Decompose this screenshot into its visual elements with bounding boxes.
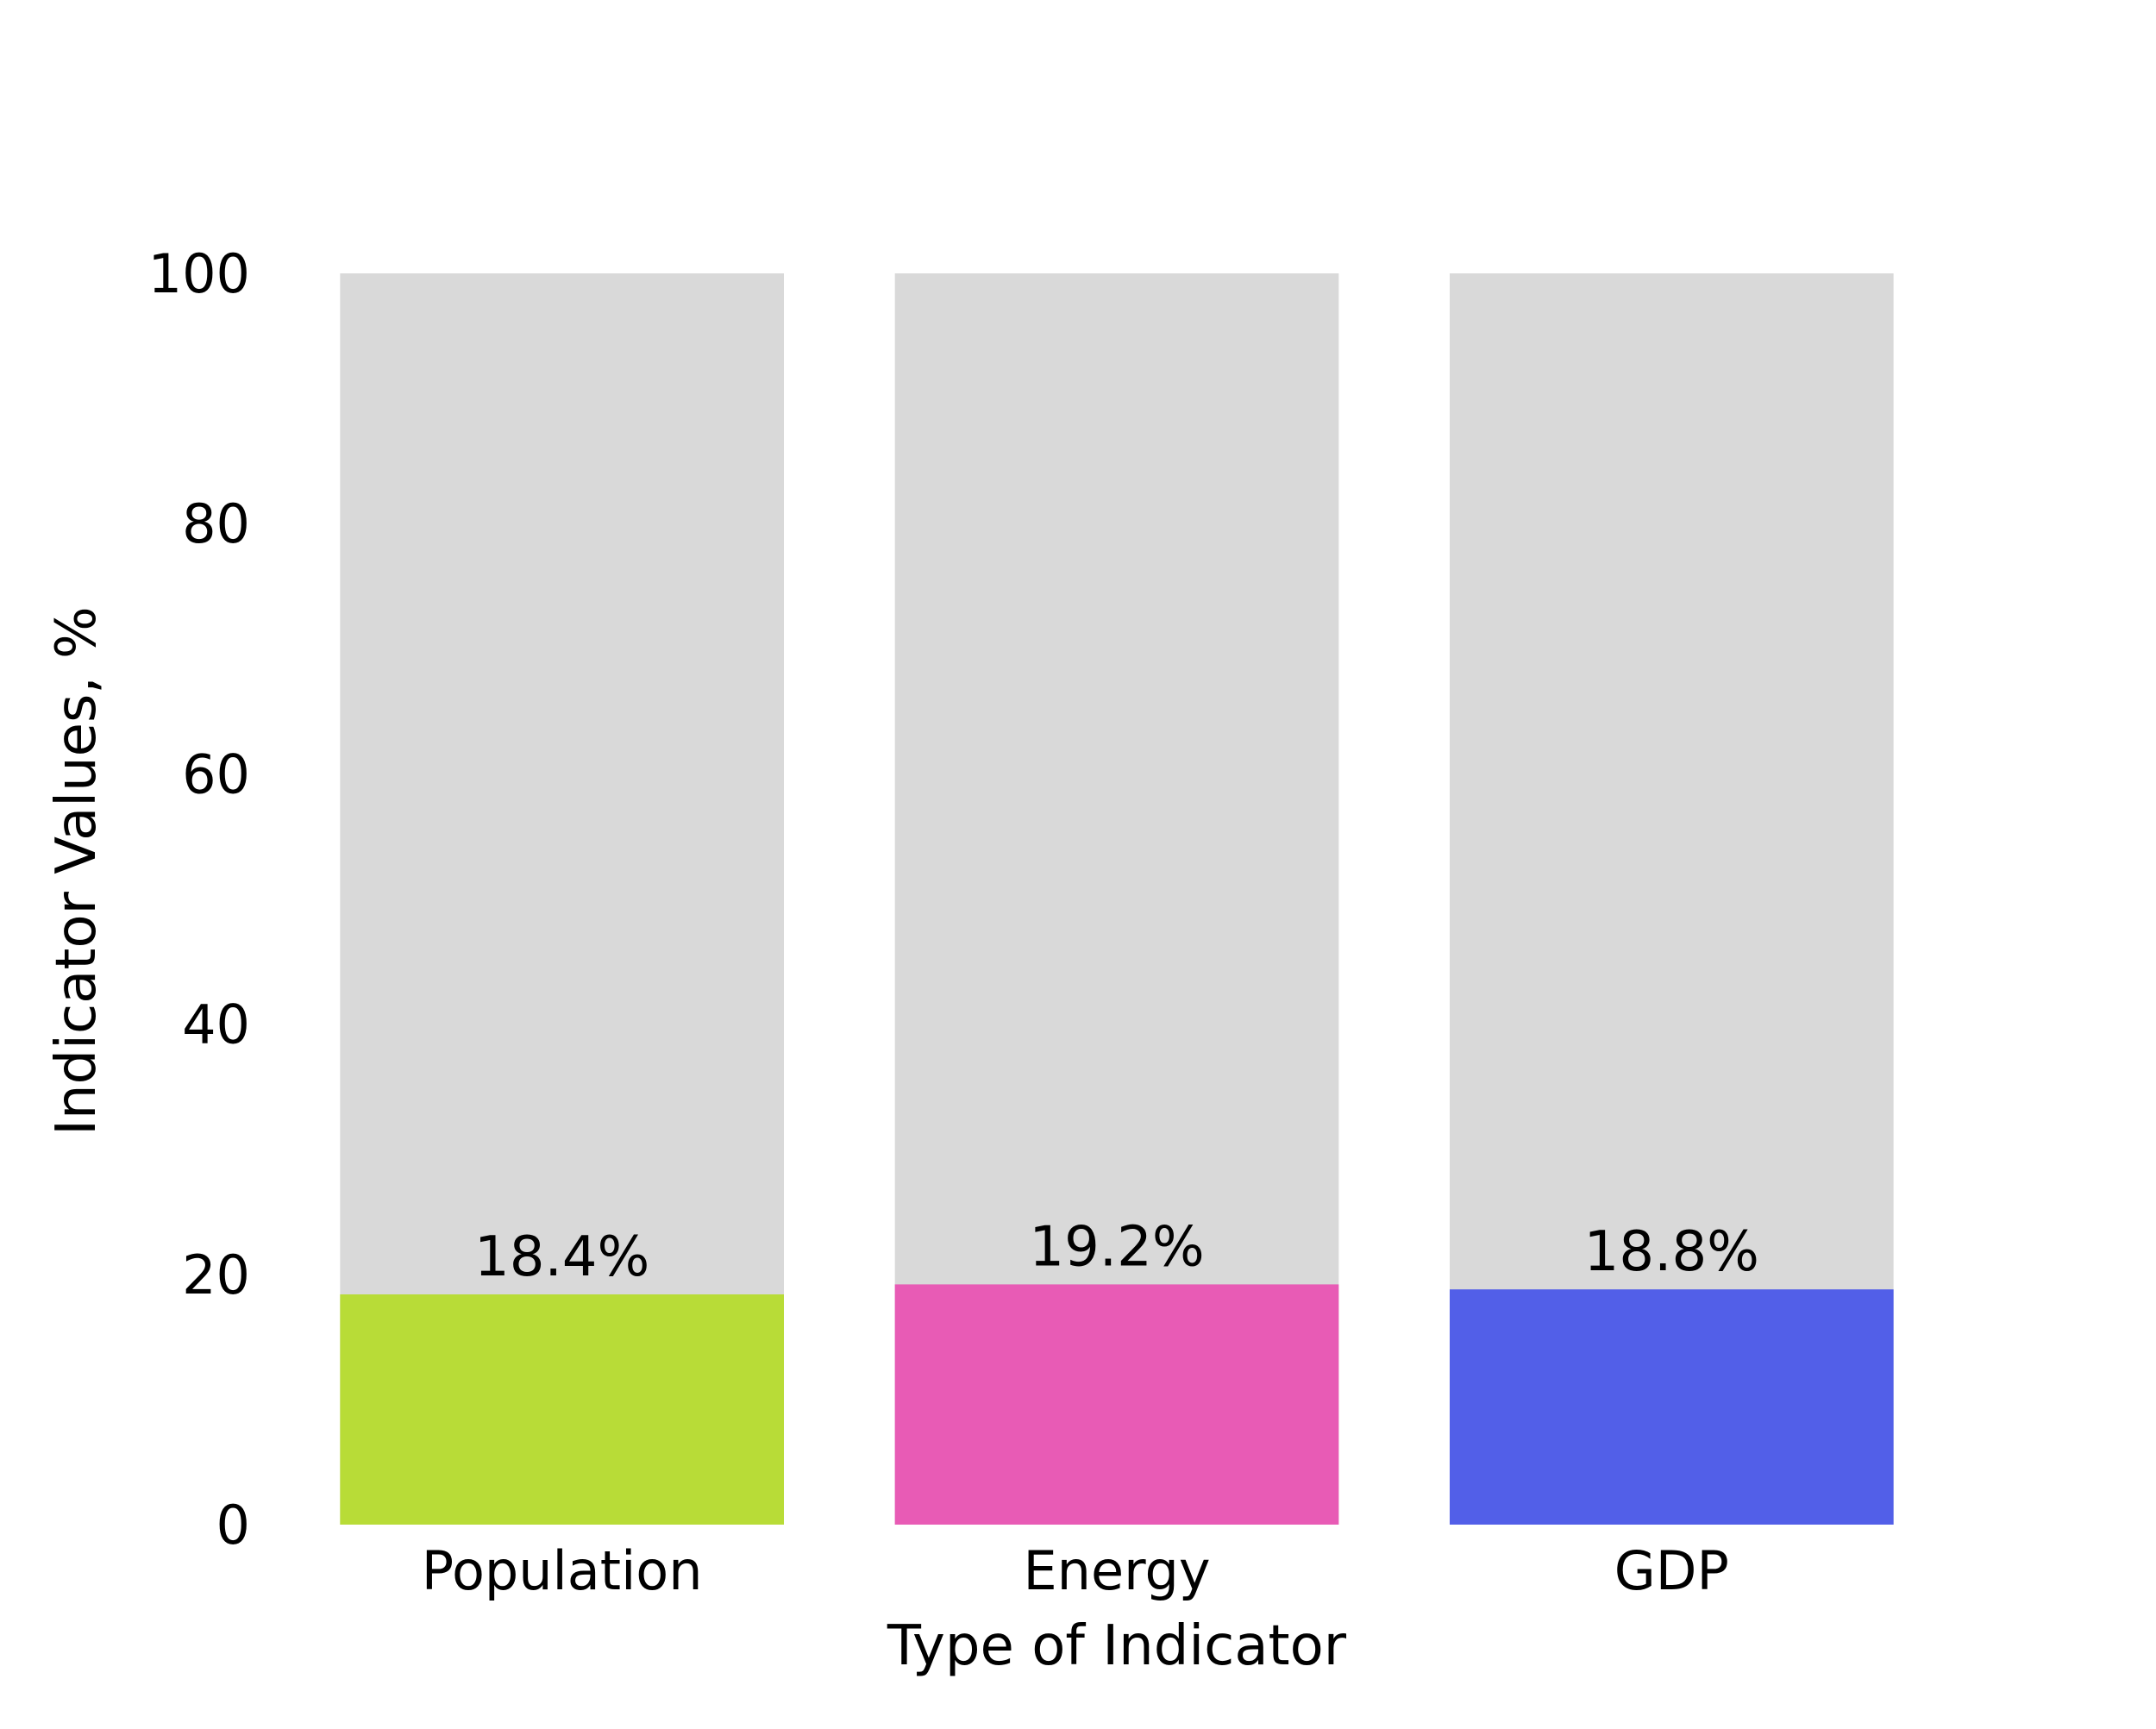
y-tick-label-40: 40 [182,993,250,1056]
data-label-gdp: 18.8% [1584,1220,1759,1284]
y-tick-label-20: 20 [182,1244,250,1306]
y-axis-ticks: 0 20 40 60 80 100 [148,242,250,1557]
value-bars [340,1284,1894,1525]
value-labels: 18.4% 19.2% 18.8% [474,1215,1759,1289]
data-label-population: 18.4% [474,1225,649,1289]
x-tick-label-population: Population [422,1539,703,1602]
y-tick-label-60: 60 [182,742,250,805]
x-axis-label: Type of Indicator [887,1614,1347,1678]
x-tick-label-gdp: GDP [1614,1539,1729,1602]
bar-population [340,1294,784,1525]
x-tick-label-energy: Energy [1023,1539,1210,1602]
y-tick-label-100: 100 [148,242,250,305]
bar-energy [894,1284,1339,1525]
y-tick-label-80: 80 [182,492,250,555]
bar-gdp [1450,1289,1894,1525]
data-label-energy: 19.2% [1029,1215,1204,1279]
background-bars [340,273,1894,1525]
y-axis-label: Indicator Values, % [45,606,109,1136]
x-axis-ticks: Population Energy GDP [422,1539,1729,1602]
y-tick-label-0: 0 [216,1494,250,1557]
